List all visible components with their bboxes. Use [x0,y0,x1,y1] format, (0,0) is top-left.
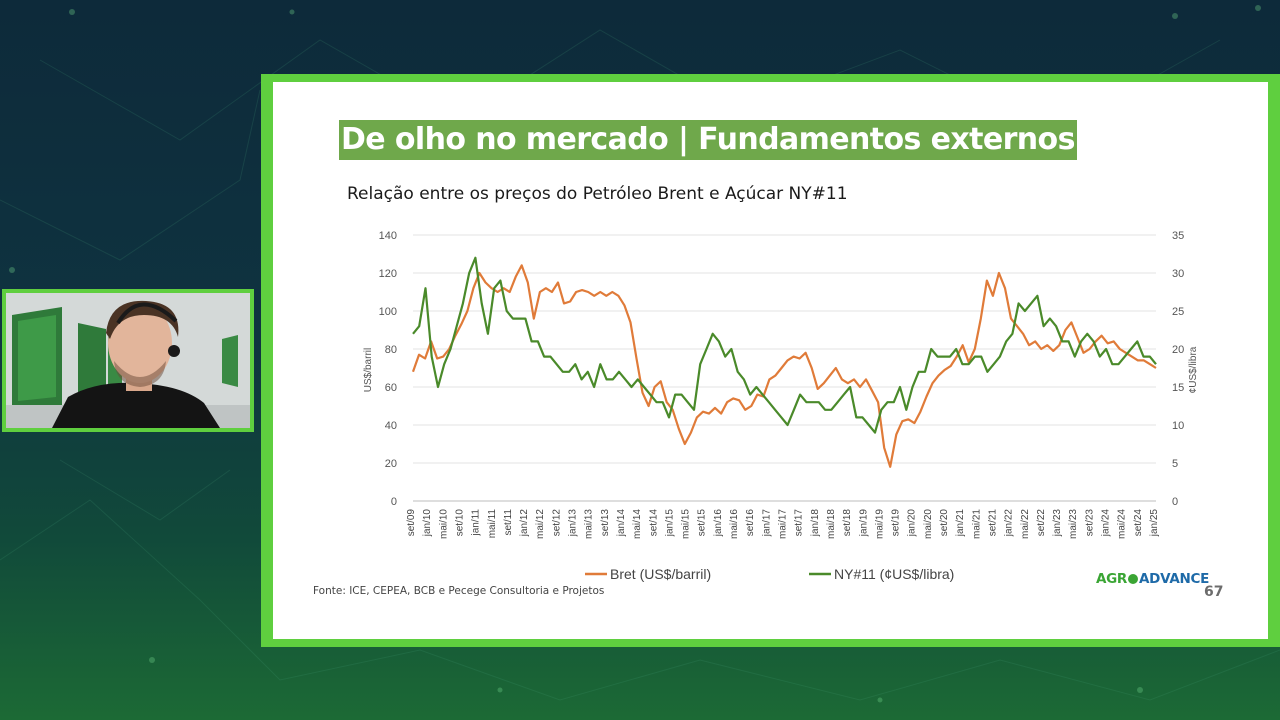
x-tick-label: jan/25 [1149,509,1160,538]
slide-frame: De olho no mercado | Fundamentos externo… [261,74,1280,647]
x-tick-label: mai/23 [1068,509,1079,539]
x-tick-label: jan/10 [422,509,433,538]
x-tick-label: set/16 [745,509,756,537]
x-tick-label: set/18 [842,509,853,537]
legend-label: NY#11 (¢US$/libra) [834,566,954,582]
x-tick-label: jan/23 [1052,509,1063,538]
y-tick-label-left: 120 [379,268,397,280]
y-tick-label-right: 10 [1172,420,1184,432]
y-axis-label-left: US$/barril [363,348,374,392]
line-chart: 0 20 40 60 80 100 120 140 0 5 10 15 20 25 30 35 set/09… [363,230,1199,582]
page-number: 67 [1204,584,1224,600]
y-tick-label-left: 100 [379,306,397,318]
x-tick-label: set/19 [891,509,902,537]
x-tick-label: jan/24 [1101,509,1112,538]
y-tick-label-right: 0 [1172,496,1178,508]
y-tick-label-right: 35 [1172,230,1184,242]
x-tick-label: mai/14 [632,509,643,539]
slide-title: De olho no mercado | Fundamentos externo… [339,120,1077,160]
x-tick-label: jan/15 [664,509,675,538]
y-tick-label-left: 80 [385,344,397,356]
x-tick-label: jan/19 [858,509,869,538]
y-tick-label-left: 20 [385,458,397,470]
x-tick-label: mai/18 [826,509,837,539]
y-tick-label-left: 40 [385,420,397,432]
x-tick-label: set/24 [1133,509,1144,537]
y-tick-label-right: 5 [1172,458,1178,470]
x-tick-label: set/14 [648,509,659,537]
y-tick-label-right: 25 [1172,306,1184,318]
x-tick-label: set/15 [697,509,708,537]
y-tick-label-left: 60 [385,382,397,394]
x-tick-label: mai/13 [584,509,595,539]
y-tick-label-right: 30 [1172,268,1184,280]
x-tick-label: set/11 [503,509,514,536]
x-tick-label: mai/22 [1020,509,1031,539]
x-tick-label: mai/16 [729,509,740,539]
x-tick-label: jan/14 [616,509,627,538]
y-tick-label-left: 0 [391,496,397,508]
y-tick-label-right: 20 [1172,344,1184,356]
x-tick-label: set/10 [455,509,466,537]
y-tick-label-right: 15 [1172,382,1184,394]
x-tick-label: mai/15 [681,509,692,539]
x-tick-label: jan/12 [519,509,530,538]
x-tick-label: set/13 [600,509,611,537]
x-tick-label: mai/12 [535,509,546,539]
x-tick-label: jan/17 [761,509,772,538]
legend-label: Bret (US$/barril) [610,566,711,582]
x-tick-label: set/20 [939,509,950,537]
x-tick-label: jan/11 [471,509,482,537]
x-tick-label: set/09 [406,509,417,537]
logo-globe-icon [1128,574,1139,584]
x-tick-label: set/21 [988,509,999,537]
x-tick-label: mai/17 [778,509,789,539]
webcam-overlay [2,289,254,432]
chart-title: Relação entre os preços do Petróleo Bren… [347,184,848,204]
y-tick-label-left: 140 [379,230,397,242]
agroadvance-logo: AGR ADVANCE [1096,571,1209,587]
x-tick-label: mai/11 [487,509,498,539]
slide: De olho no mercado | Fundamentos externo… [273,82,1268,639]
x-tick-label: mai/10 [438,509,449,539]
x-tick-label: jan/21 [955,509,966,538]
x-tick-label: mai/19 [874,509,885,539]
x-tick-label: jan/20 [907,509,918,538]
x-tick-label: set/17 [794,509,805,537]
x-tick-label: jan/13 [568,509,579,538]
x-tick-label: set/22 [1036,509,1047,537]
x-tick-label: set/12 [551,509,562,537]
x-tick-label: jan/18 [810,509,821,538]
series-line-ny11 [412,256,1157,434]
series-line-brent [411,264,1157,468]
webcam-video [6,293,250,428]
presenter-image [6,293,250,428]
source-note: Fonte: ICE, CEPEA, BCB e Pecege Consulto… [313,585,605,597]
y-axis-label-right: ¢US$/libra [1188,346,1199,393]
x-tick-label: mai/21 [971,509,982,539]
x-tick-label: jan/22 [1004,509,1015,538]
x-tick-label: mai/24 [1117,509,1128,539]
x-tick-label: set/23 [1084,509,1095,537]
x-tick-label: mai/20 [923,509,934,539]
x-tick-label: jan/16 [713,509,724,538]
